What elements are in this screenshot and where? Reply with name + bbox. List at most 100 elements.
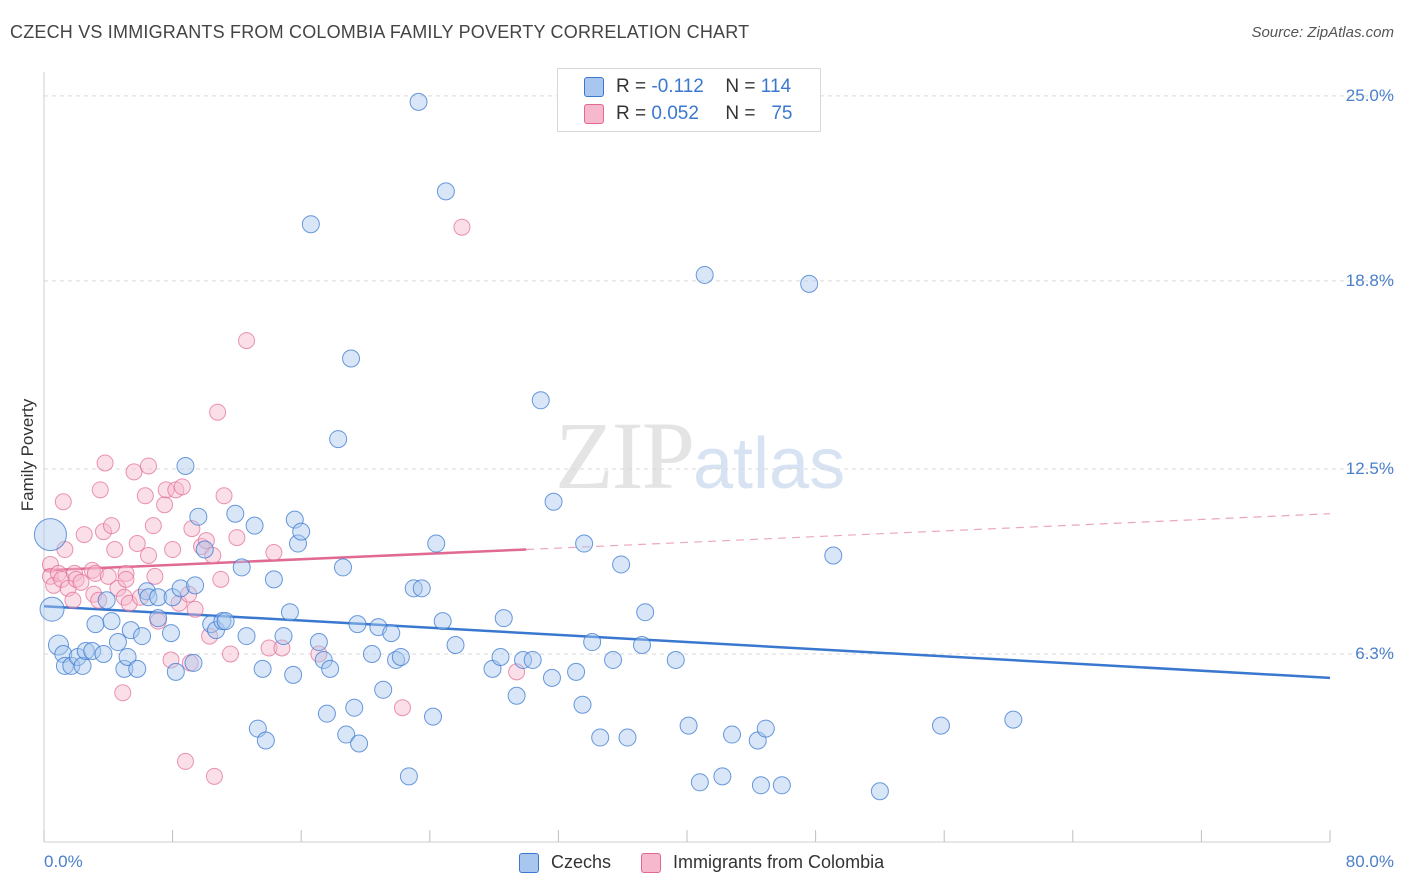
czechs-point [314,650,333,669]
czechs-point [166,662,185,681]
colombia-point [125,463,143,481]
czechs-point [399,767,418,786]
czechs-point [591,728,610,747]
colombia-point [209,403,227,421]
legend-n-label: N = [725,76,756,97]
colombia-point [197,532,215,550]
czechs-point [350,734,369,753]
czechs-point [573,695,592,714]
czechs-point [931,716,950,735]
czechs-point [207,621,226,640]
czechs-point [374,680,393,699]
colombia-point [139,546,157,564]
chart-title: CZECH VS IMMIGRANTS FROM COLOMBIA FAMILY… [10,22,750,42]
czechs-point [412,579,431,598]
x-tick-min: 0.0% [44,852,83,871]
colombia-point [96,454,114,472]
czechs-point [583,633,602,652]
czechs-point [523,650,542,669]
czechs-swatch [584,77,604,97]
czechs-point [39,596,65,622]
watermark: ZIPatlas [555,400,845,511]
czechs-point [245,516,264,535]
colombia-point [164,541,182,559]
colombia-point [205,767,223,785]
series-legend: Czechs Immigrants from Colombia [519,852,914,873]
colombia-point [215,487,233,505]
czechs-point [55,656,74,675]
czechs-point [288,534,307,553]
colombia-point [228,529,246,547]
colombia-point [117,570,135,588]
czechs-legend-label: Czechs [551,852,612,872]
czechs-point [632,636,651,655]
czechs-points [33,92,1023,801]
czechs-point [491,647,510,666]
colombia-point [173,478,191,496]
czechs-point [612,555,631,574]
czechs-point [292,522,311,541]
czechs-point [232,558,251,577]
czechs-point [409,92,428,111]
czechs-point [342,349,361,368]
czechs-point [329,430,348,449]
czechs-point [285,510,304,529]
trend-lines [43,513,1331,680]
colombia-point [260,639,278,657]
legend-r-value: 0.052 [651,103,699,124]
y-axis-label: Family Poverty [18,398,37,512]
colombia-point [144,517,162,535]
y-tick-label: 6.3% [1355,643,1394,663]
legend-item-czechs[interactable]: Czechs [519,852,611,873]
colombia-swatch [584,104,604,124]
czechs-point [446,636,465,655]
czechs-point [723,725,742,744]
czechs-point [772,776,791,795]
czechs-point [333,558,352,577]
czechs-point [284,665,303,684]
colombia-point [117,564,135,582]
czechs-point [604,650,623,669]
czechs-point [309,633,328,652]
czechs-point [102,612,121,631]
czechs-point [391,647,410,666]
czechs-point [531,391,550,410]
czechs-point [94,644,113,663]
czechs-point [382,624,401,643]
legend-item-colombia[interactable]: Immigrants from Colombia [641,852,884,873]
y-tick-label: 25.0% [1345,85,1394,105]
czechs-point [137,582,156,601]
czechs-point [756,719,775,738]
watermark-zip: ZIP [555,402,695,509]
colombia-point [86,564,104,582]
czechs-point [226,504,245,523]
colombia-point [157,481,175,499]
colombia-legend-label: Immigrants from Colombia [673,852,885,872]
czechs-point [575,534,594,553]
legend-row-czechs: R = -0.112 N = 114 [584,75,791,99]
colombia-point [139,457,157,475]
czechs-point [1004,710,1023,729]
colombia-point [393,699,411,717]
colombia-point [75,526,93,544]
czechs-point [139,588,158,607]
czechs-point [436,182,455,201]
czechs-point [280,603,299,622]
stats-legend: R = -0.112 N = 114 R = 0.052 N = 75 [557,68,821,132]
colombia-trend-line [43,548,527,572]
czechs-point [76,641,95,660]
czechs-point [321,659,340,678]
czechs-point [149,588,168,607]
czechs-point [186,576,205,595]
czechs-point [424,707,443,726]
colombia-point [453,218,471,236]
colombia-point [212,570,230,588]
colombia-point [64,591,82,609]
czechs-point [118,647,137,666]
legend-row-colombia: R = 0.052 N = 75 [584,102,792,126]
colombia-points [41,218,526,785]
colombia-point [83,561,101,579]
czechs-point [184,653,203,672]
colombia-point [176,752,194,770]
